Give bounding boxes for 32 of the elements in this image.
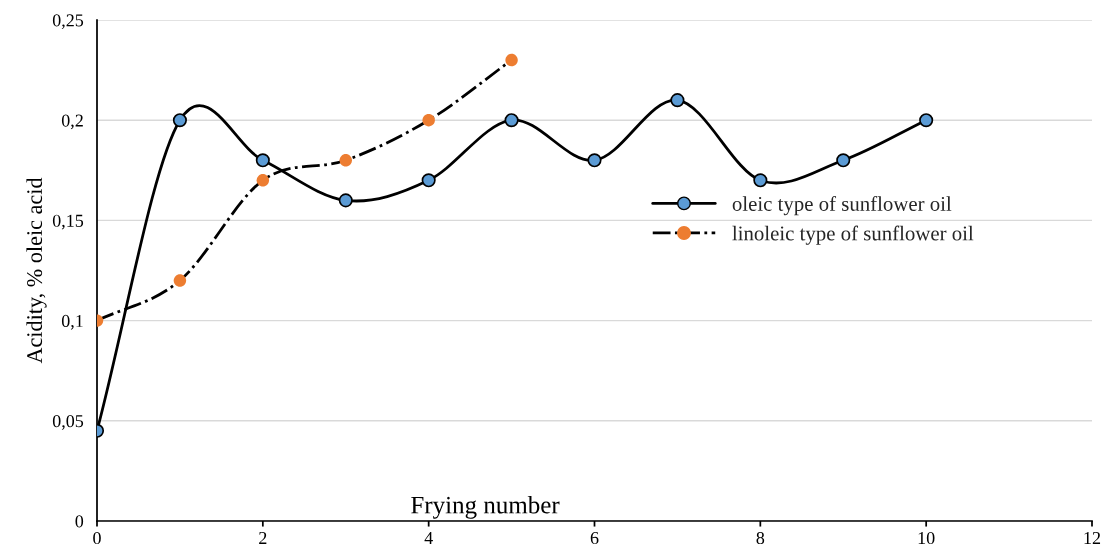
x-tick-label: 4 (424, 532, 433, 544)
point (422, 113, 435, 127)
point (256, 174, 270, 187)
x-tick-label: 6 (590, 531, 599, 545)
point (587, 153, 602, 168)
point (339, 154, 352, 167)
x-tick-label: 2 (259, 531, 267, 544)
y-tick-label: 0,25 (52, 14, 84, 30)
legend-label: linoleic type of sunflower oil (732, 225, 974, 245)
x-tick-label: 8 (756, 531, 765, 545)
x-tick-label: 0 (93, 531, 101, 545)
point (836, 153, 851, 168)
point (670, 93, 685, 108)
point (919, 113, 934, 128)
y-tick-label: 0,15 (52, 214, 84, 230)
x-tick-label: 12 (1084, 531, 1101, 544)
y-tick-label: 0,1 (61, 314, 83, 330)
y-tick-label: 0,05 (52, 415, 84, 430)
legend-label: oleic type of sunflower oil (732, 196, 952, 216)
point (505, 53, 518, 67)
x-axis-title: Frying number (411, 495, 560, 519)
point (338, 193, 353, 208)
point (421, 173, 436, 188)
y-tick-label: 0 (75, 515, 84, 528)
x-tick-label: 10 (918, 531, 935, 545)
point (172, 113, 187, 128)
point (753, 173, 768, 188)
y-tick-label: 0,2 (61, 114, 83, 130)
point (255, 153, 270, 168)
y-axis-title: Acidity, % oleic acid (26, 177, 47, 364)
point (504, 113, 519, 128)
point (173, 274, 187, 287)
